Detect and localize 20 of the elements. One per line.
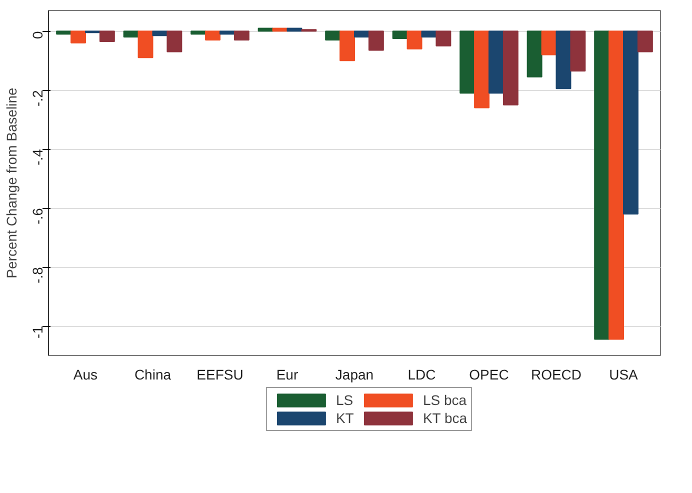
x-tick-label: China	[134, 366, 172, 382]
y-tick-label: -.8	[30, 266, 46, 284]
legend-label: KT bca	[422, 410, 468, 426]
x-tick-label: EEFSU	[196, 366, 244, 382]
legend-label: LS	[336, 392, 354, 408]
y-tick-label: 0	[30, 30, 46, 39]
x-tick-label: Eur	[276, 366, 298, 382]
legend-label: KT	[336, 410, 355, 426]
legend-label: LS bca	[422, 392, 467, 408]
x-tick-label: USA	[609, 366, 639, 382]
x-tick-label: LDC	[408, 366, 436, 382]
y-tick-label: -.2	[30, 90, 46, 106]
x-tick-label: Aus	[73, 366, 98, 382]
y-tick-label: -.6	[30, 208, 46, 224]
x-tick-label: ROECD	[530, 366, 582, 382]
y-axis-title: Percent Change from Baseline	[4, 87, 20, 278]
x-tick-label: OPEC	[469, 366, 509, 382]
y-tick-label: -1	[30, 326, 46, 338]
x-tick-label: Japan	[335, 366, 374, 382]
y-tick-label: -.4	[30, 148, 46, 166]
